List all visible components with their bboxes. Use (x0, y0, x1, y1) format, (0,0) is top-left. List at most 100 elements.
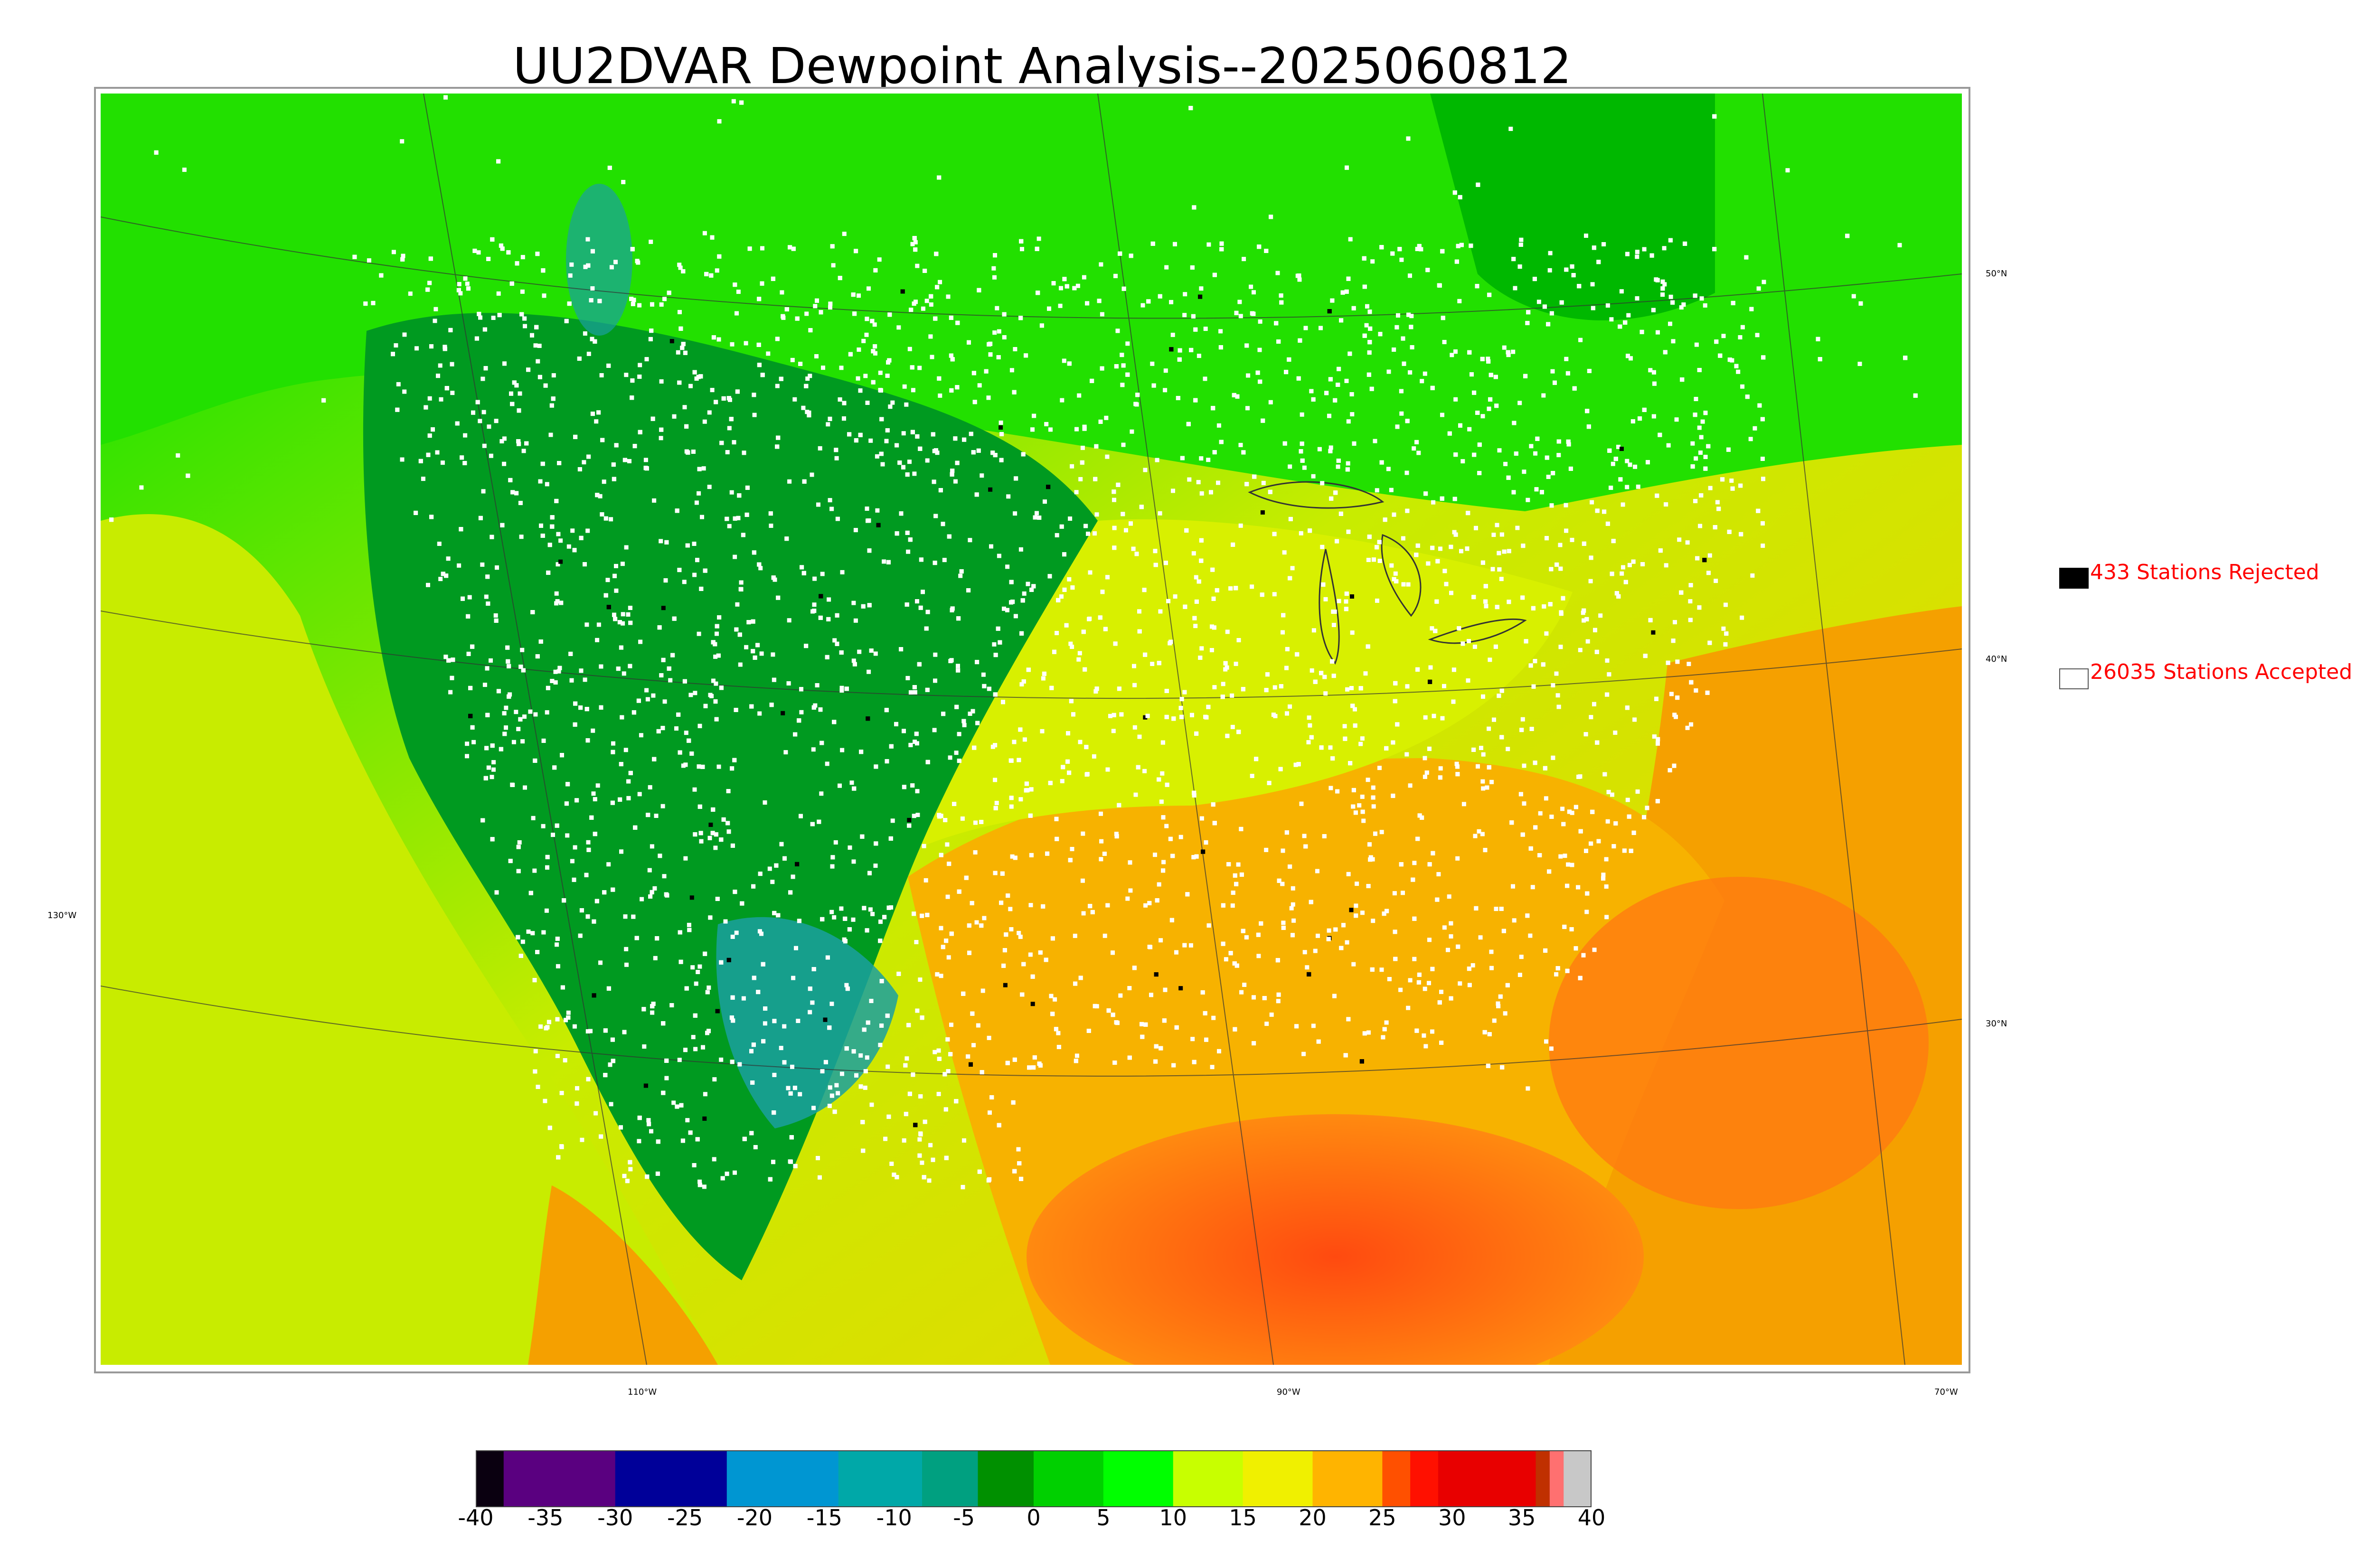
station-accepted-marker (516, 869, 521, 873)
station-accepted-marker (433, 307, 438, 311)
station-accepted-marker (1602, 242, 1606, 246)
station-accepted-marker (1455, 772, 1460, 777)
station-accepted-marker (1543, 948, 1548, 953)
station-accepted-marker (643, 458, 648, 462)
station-accepted-marker (1313, 679, 1318, 684)
station-accepted-marker (1137, 609, 1141, 614)
station-accepted-marker (675, 1104, 679, 1109)
station-accepted-marker (1714, 579, 1718, 583)
station-accepted-marker (1145, 714, 1150, 718)
station-accepted-marker (678, 750, 682, 755)
station-accepted-marker (830, 244, 835, 249)
station-accepted-marker (697, 764, 701, 769)
station-accepted-marker (1192, 1060, 1196, 1064)
station-accepted-marker (1239, 826, 1244, 831)
station-accepted-marker (1707, 553, 1712, 558)
station-accepted-marker (1077, 393, 1082, 398)
station-accepted-marker (962, 437, 967, 442)
station-accepted-marker (1030, 427, 1035, 432)
station-accepted-marker (689, 751, 694, 756)
station-accepted-marker (1064, 623, 1069, 628)
station-accepted-marker (1055, 533, 1059, 537)
station-accepted-marker (1414, 553, 1419, 557)
station-accepted-marker (999, 458, 1004, 462)
station-accepted-marker (1065, 284, 1069, 289)
station-accepted-marker (465, 754, 469, 759)
station-accepted-marker (987, 342, 991, 347)
station-accepted-marker (1234, 882, 1239, 886)
station-accepted-marker (1401, 536, 1405, 541)
station-accepted-marker (1265, 672, 1270, 677)
station-accepted-marker (1047, 306, 1051, 311)
station-accepted-marker (586, 1077, 591, 1081)
station-accepted-marker (1125, 341, 1130, 346)
station-accepted-marker (448, 690, 453, 695)
station-accepted-marker (624, 947, 629, 951)
station-accepted-marker (655, 936, 659, 941)
station-accepted-marker (1168, 836, 1173, 841)
station-accepted-marker (912, 814, 916, 818)
station-accepted-marker (1295, 652, 1300, 657)
station-accepted-marker (1493, 644, 1498, 649)
station-accepted-marker (631, 914, 636, 919)
station-accepted-marker (1369, 386, 1374, 391)
station-accepted-marker (711, 335, 716, 340)
station-accepted-marker (478, 516, 483, 520)
station-accepted-marker (556, 532, 561, 536)
station-accepted-marker (1605, 692, 1610, 697)
station-accepted-marker (935, 451, 940, 455)
station-accepted-marker (1345, 467, 1350, 472)
station-accepted-marker (443, 655, 448, 659)
station-accepted-marker (845, 986, 850, 991)
station-accepted-marker (1280, 882, 1285, 886)
graticule-lon-110 (423, 94, 647, 1365)
station-accepted-marker (1533, 825, 1538, 830)
station-accepted-marker (612, 573, 617, 578)
station-accepted-marker (1688, 583, 1693, 588)
station-accepted-marker (1480, 560, 1485, 565)
station-accepted-marker (1415, 836, 1420, 841)
station-accepted-marker (1062, 587, 1067, 592)
station-accepted-marker (1365, 304, 1369, 309)
station-accepted-marker (949, 315, 953, 320)
station-accepted-marker (1022, 591, 1027, 596)
station-accepted-marker (1028, 903, 1033, 908)
station-accepted-marker (1204, 840, 1208, 845)
station-accepted-marker (1330, 756, 1335, 761)
station-accepted-marker (646, 813, 650, 817)
station-accepted-marker (939, 814, 943, 818)
station-accepted-marker (1140, 1022, 1144, 1026)
station-accepted-marker (1327, 928, 1331, 933)
station-accepted-marker (176, 453, 180, 458)
station-accepted-marker (811, 705, 816, 710)
station-accepted-marker (1623, 580, 1628, 584)
station-accepted-marker (1070, 585, 1075, 590)
station-accepted-marker (644, 688, 649, 693)
station-accepted-marker (1567, 809, 1572, 814)
station-accepted-marker (1143, 903, 1148, 908)
station-accepted-marker (993, 453, 998, 458)
station-accepted-marker (1002, 312, 1007, 317)
station-accepted-marker (707, 836, 712, 840)
station-accepted-marker (1112, 1061, 1117, 1065)
station-accepted-marker (1131, 546, 1136, 551)
station-accepted-marker (1472, 390, 1477, 395)
station-accepted-marker (1040, 729, 1045, 733)
station-accepted-marker (1511, 490, 1516, 495)
station-accepted-marker (1080, 460, 1084, 465)
station-accepted-marker (1437, 283, 1441, 288)
station-accepted-marker (1685, 540, 1690, 545)
station-accepted-marker (1370, 857, 1375, 862)
station-accepted-marker (1706, 571, 1711, 575)
station-accepted-marker (1499, 532, 1504, 537)
station-accepted-marker (1460, 641, 1465, 646)
station-accepted-marker (945, 842, 950, 847)
station-accepted-marker (925, 458, 930, 463)
station-accepted-marker (1430, 626, 1434, 631)
station-accepted-marker (476, 250, 481, 255)
station-accepted-marker (1233, 873, 1237, 878)
station-accepted-marker (691, 1035, 696, 1040)
station-accepted-marker (1013, 614, 1018, 619)
station-accepted-marker (1336, 459, 1341, 463)
station-accepted-marker (668, 678, 673, 683)
